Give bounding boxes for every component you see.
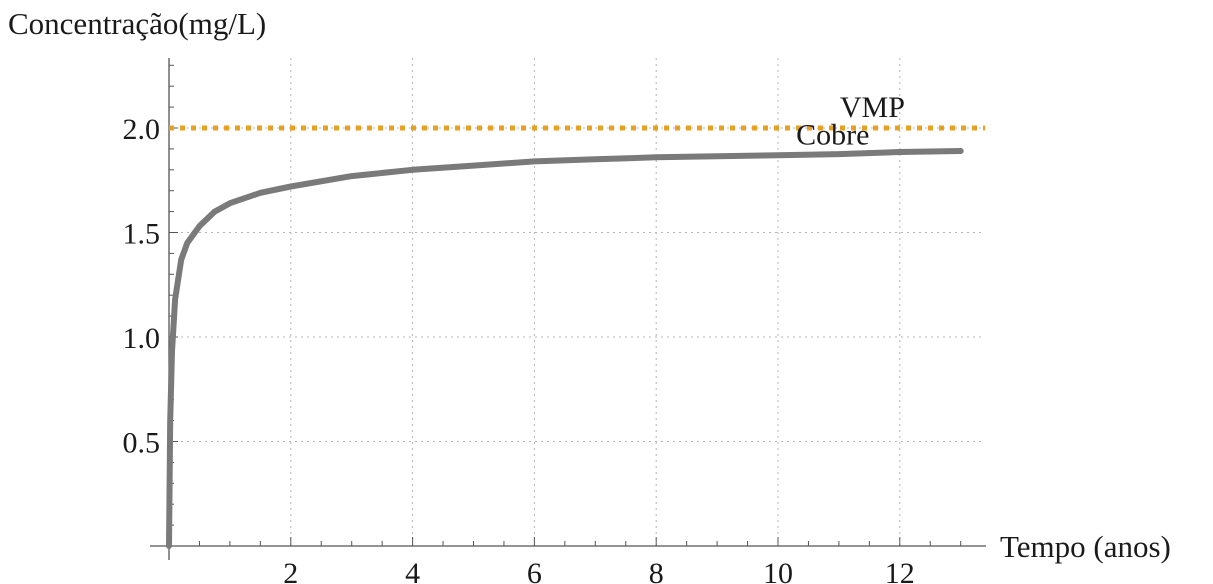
x-tick-label: 12 bbox=[885, 557, 915, 584]
x-tick-label: 10 bbox=[763, 557, 793, 584]
series-group bbox=[166, 125, 986, 549]
y-tick-label: 0.5 bbox=[123, 427, 161, 460]
grid-lines bbox=[169, 58, 984, 546]
annotation-vmp: VMP bbox=[840, 91, 905, 124]
x-axis-label: Tempo (anos) bbox=[1000, 529, 1171, 564]
y-tick-label: 1.5 bbox=[123, 218, 161, 251]
x-tick-label: 6 bbox=[527, 557, 542, 584]
y-axis-label: Concentração(mg/L) bbox=[8, 6, 266, 41]
y-tick-label: 2.0 bbox=[123, 113, 161, 146]
y-tick-label: 1.0 bbox=[123, 322, 161, 355]
x-tick-label: 2 bbox=[283, 557, 298, 584]
annotation-cobre: Cobre bbox=[796, 118, 869, 151]
series-line-cobre bbox=[166, 148, 964, 549]
x-tick-label: 4 bbox=[405, 557, 420, 584]
x-tick-label: 8 bbox=[649, 557, 664, 584]
